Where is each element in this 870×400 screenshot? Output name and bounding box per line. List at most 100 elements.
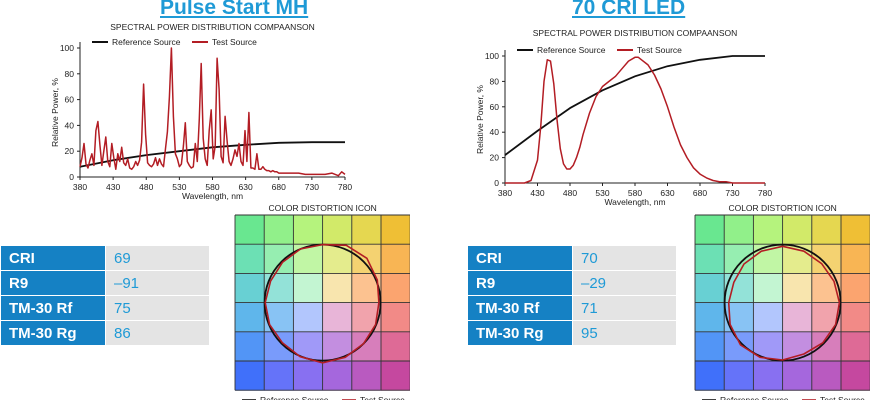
color-cell [695,361,725,391]
color-cell [293,361,324,391]
y-tick-label: 80 [490,76,500,86]
color-cell [293,331,324,362]
metric-label: TM-30 Rf [467,295,573,321]
color-cell [293,302,324,333]
panel-heading: 70 CRI LED [572,0,686,19]
color-cell [351,215,382,245]
color-cell [322,273,353,304]
color-cell [695,244,725,274]
metrics-table: CRI 69 R9 –91 TM-30 Rf 75 TM-30 Rg 86 [0,245,210,346]
x-tick-label: 530 [172,182,186,192]
x-tick-label: 430 [530,188,544,198]
metrics-table: CRI 70 R9 –29 TM-30 Rf 71 TM-30 Rg 95 [467,245,677,346]
reference-source-line [504,55,765,156]
legend-label: Reference Source [112,37,181,47]
y-tick-label: 80 [65,69,75,79]
color-cell [381,361,410,391]
metric-row: TM-30 Rg 95 [467,320,677,346]
x-axis-label: Wavelength, nm [182,191,243,201]
color-cell [724,215,754,245]
color-cell [695,273,725,304]
color-cell [753,215,784,245]
color-cell [322,244,353,274]
color-cell [235,331,265,362]
color-cell [351,331,382,362]
y-axis-label: Relative Power, % [475,85,485,154]
spd-chart: SPECTRAL POWER DISTRIBUTION COMPAANSON 0 2… [50,22,352,201]
y-tick-label: 0 [69,172,74,182]
x-tick-label: 530 [595,188,609,198]
color-cell [782,244,813,274]
metric-row: CRI 69 [0,245,210,271]
legend-label: Test Source [637,45,682,55]
metric-row: R9 –91 [0,270,210,296]
color-cell [381,244,410,274]
color-distortion-icon: COLOR DISTORTION ICON Reference Source Tes… [234,203,410,400]
chart-title: SPECTRAL POWER DISTRIBUTION COMPAANSON [533,28,738,38]
color-cell [322,215,353,245]
metric-row: CRI 70 [467,245,677,271]
metric-label: R9 [0,270,106,296]
color-cell [235,302,265,333]
y-tick-label: 40 [65,120,75,130]
color-cell [235,361,265,391]
color-cell [724,273,754,304]
y-tick-label: 40 [490,127,500,137]
color-cell [695,215,725,245]
panel-heading: Pulse Start MH [160,0,309,19]
color-cell [724,361,754,391]
test-source-shape [727,245,841,361]
x-tick-label: 580 [628,188,642,198]
metric-value: 69 [105,245,210,271]
x-tick-label: 630 [239,182,253,192]
y-tick-label: 100 [485,51,499,61]
color-cell [753,302,784,333]
color-cell [235,273,265,304]
metric-value: –91 [105,270,210,296]
legend-label: Reference Source [720,395,789,400]
color-cell [753,361,784,391]
color-cell [264,331,294,362]
color-cell [264,361,294,391]
color-cell [293,215,324,245]
color-cell [841,361,870,391]
color-cell [264,302,294,333]
x-tick-label: 730 [305,182,319,192]
color-cell [381,302,410,333]
metric-row: TM-30 Rf 75 [0,295,210,321]
color-cell [841,244,870,274]
color-cell [381,273,410,304]
x-tick-label: 680 [272,182,286,192]
y-tick-label: 0 [494,178,499,188]
metric-label: CRI [0,245,106,271]
x-tick-label: 480 [139,182,153,192]
legend-label: Reference Source [260,395,329,400]
color-cell [381,331,410,362]
metric-label: TM-30 Rf [0,295,106,321]
color-distortion-icon: COLOR DISTORTION ICON Reference Source Tes… [694,203,870,400]
color-cell [322,302,353,333]
color-cell [264,215,294,245]
metric-row: TM-30 Rf 71 [467,295,677,321]
x-tick-label: 780 [338,182,352,192]
legend-label: Test Source [360,395,405,400]
color-cell [782,361,813,391]
x-axis-label: Wavelength, nm [604,197,665,207]
metric-value: 75 [105,295,210,321]
color-cell [753,273,784,304]
metric-value: 86 [105,320,210,346]
x-tick-label: 380 [498,188,512,198]
color-cell [753,244,784,274]
x-tick-label: 680 [693,188,707,198]
color-cell [322,331,353,362]
color-cell [782,331,813,362]
x-tick-label: 380 [73,182,87,192]
icon-title: COLOR DISTORTION ICON [268,203,376,213]
x-tick-label: 730 [725,188,739,198]
y-tick-label: 60 [65,95,75,105]
color-cell [811,361,842,391]
chart-title: SPECTRAL POWER DISTRIBUTION COMPAANSON [110,22,315,32]
legend-label: Test Source [820,395,865,400]
metric-value: 71 [572,295,677,321]
y-tick-label: 20 [65,146,75,156]
